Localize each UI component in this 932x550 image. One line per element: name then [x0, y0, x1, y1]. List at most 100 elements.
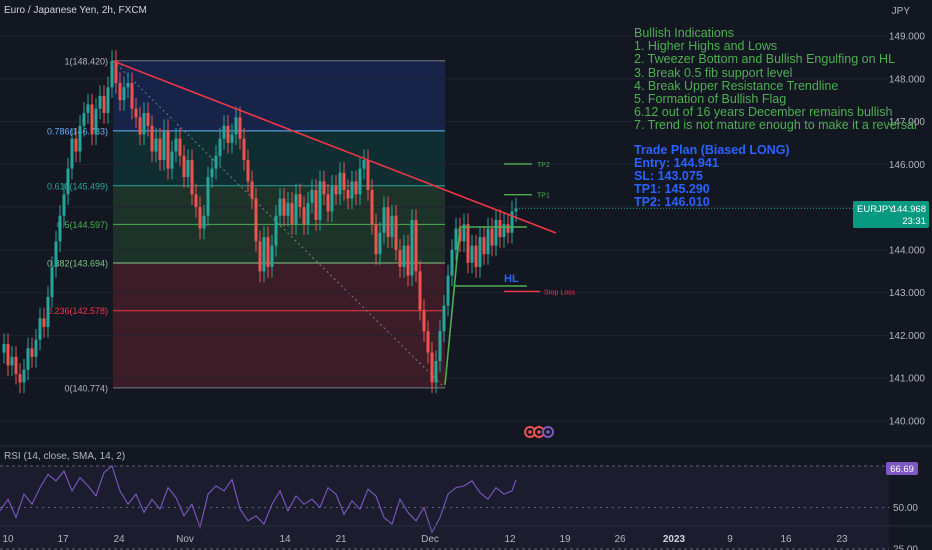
candle-body	[203, 216, 206, 229]
time-tick-label: 16	[780, 534, 792, 545]
candle-body	[127, 83, 130, 87]
candle-body	[215, 156, 218, 169]
candle-body	[339, 173, 342, 194]
fib-label-0: 0(140.774)	[64, 383, 108, 393]
candle-body	[311, 190, 314, 203]
candle-body	[427, 331, 430, 352]
bullish-item: 3. Break 0.5 fib support level	[634, 67, 917, 80]
candle-body	[431, 353, 434, 383]
bullish-item: 7. Trend is not mature enough to make it…	[634, 119, 917, 132]
fib-label-0.618: 0.618(145.499)	[47, 181, 108, 191]
candle-body	[7, 344, 10, 365]
candle-body	[231, 134, 234, 143]
candle-body	[175, 139, 178, 152]
price-tick-label: 141.000	[889, 374, 926, 385]
candle-body	[263, 237, 266, 271]
candle-body	[375, 224, 378, 254]
candle-body	[159, 139, 162, 160]
candle-body	[495, 220, 498, 246]
time-tick-label: Dec	[421, 534, 439, 545]
candle-body	[391, 216, 394, 237]
rsi-tick-label: 50.00	[893, 503, 918, 514]
candle-body	[351, 181, 354, 198]
fib-zone-0.382-0.236	[113, 263, 445, 311]
candle-body	[491, 229, 494, 246]
stop-loss-label: Stop Loss	[544, 289, 576, 296]
time-tick-label: 17	[57, 534, 69, 545]
candle-body	[307, 203, 310, 224]
candle-body	[27, 348, 30, 369]
candle-body	[155, 139, 158, 152]
candle-body	[59, 216, 62, 242]
candle-body	[371, 190, 374, 224]
candle-body	[107, 87, 110, 113]
candle-body	[19, 374, 22, 383]
candle-body	[403, 246, 406, 267]
candle-body	[167, 130, 170, 169]
candle-body	[243, 139, 246, 160]
hl-label: HL	[504, 273, 519, 285]
candle-body	[123, 87, 126, 100]
time-tick-label: 12	[504, 534, 516, 545]
candle-body	[419, 271, 422, 310]
candle-body	[83, 113, 86, 126]
candle-body	[383, 207, 386, 233]
candle-body	[471, 246, 474, 263]
candle-body	[31, 348, 34, 357]
symbol-title: Euro / Japanese Yen, 2h, FXCM	[4, 5, 147, 16]
event-icon-dot	[528, 430, 532, 434]
candle-body	[415, 220, 418, 271]
time-tick-label: 2023	[663, 534, 686, 545]
candle-body	[343, 173, 346, 190]
candle-body	[119, 83, 122, 100]
fib-zone-1-0.786	[113, 61, 445, 131]
fib-label-1: 1(148.420)	[64, 56, 108, 66]
candle-body	[335, 186, 338, 195]
plan-tp2: TP2: 146.010	[634, 196, 917, 209]
candle-body	[111, 61, 114, 88]
candle-body	[79, 126, 82, 152]
price-tick-label: 142.000	[889, 331, 926, 342]
candle-body	[435, 361, 438, 382]
candle-body	[187, 160, 190, 177]
rsi-value-label: 66.69	[890, 464, 914, 475]
fib-label-0.236: 0.236(142.578)	[47, 306, 108, 316]
candle-body	[11, 357, 14, 366]
candle-body	[251, 181, 254, 198]
candle-body	[259, 241, 262, 271]
candle-body	[387, 207, 390, 237]
time-tick-label: 14	[279, 534, 291, 545]
candle-body	[279, 199, 282, 216]
candle-body	[171, 152, 174, 169]
candle-body	[411, 220, 414, 276]
fib-label-0.5: 0.5(144.597)	[57, 220, 108, 230]
candle-body	[355, 181, 358, 194]
candle-body	[211, 169, 214, 178]
candle-body	[131, 83, 134, 109]
candle-body	[467, 224, 470, 263]
time-tick-label: 19	[559, 534, 571, 545]
tp1-label: TP1	[537, 193, 550, 200]
candle-body	[103, 96, 106, 113]
candle-body	[443, 306, 446, 332]
candle-body	[95, 109, 98, 135]
candle-body	[455, 229, 458, 250]
candle-body	[503, 224, 506, 237]
tp2-label: TP2	[537, 162, 550, 169]
candle-body	[255, 199, 258, 242]
candle-body	[315, 190, 318, 220]
candle-body	[99, 96, 102, 109]
candle-body	[67, 169, 70, 195]
candle-body	[423, 310, 426, 331]
candle-body	[399, 250, 402, 267]
candle-body	[91, 104, 94, 134]
candle-body	[219, 139, 222, 156]
candle-body	[247, 160, 250, 181]
candle-body	[507, 224, 510, 233]
candle-body	[55, 241, 58, 267]
time-tick-label: 23	[836, 534, 848, 545]
candle-body	[223, 126, 226, 139]
candle-body	[183, 156, 186, 177]
candle-body	[43, 318, 46, 327]
price-badge-countdown: 23:31	[902, 216, 926, 227]
